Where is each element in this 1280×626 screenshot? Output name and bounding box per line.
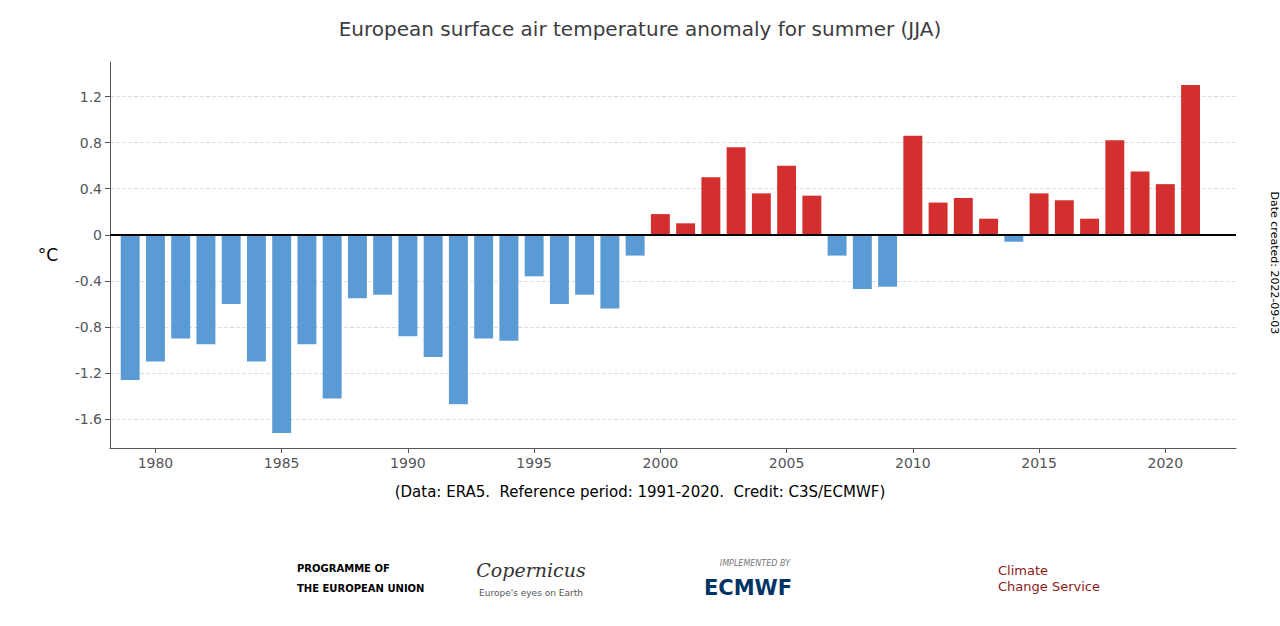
svg-text:2010: 2010 — [895, 455, 931, 471]
svg-text:1990: 1990 — [390, 455, 426, 471]
svg-text:THE EUROPEAN UNION: THE EUROPEAN UNION — [297, 583, 425, 594]
svg-text:Copernicus: Copernicus — [476, 559, 586, 581]
svg-text:2005: 2005 — [769, 455, 805, 471]
svg-text:Europe's eyes on Earth: Europe's eyes on Earth — [479, 588, 583, 598]
svg-text:2000: 2000 — [643, 455, 679, 471]
svg-text:°C: °C — [38, 245, 58, 265]
svg-text:-0.4: -0.4 — [75, 273, 102, 289]
svg-text:0.8: 0.8 — [80, 135, 102, 151]
svg-text:Climate: Climate — [998, 563, 1048, 578]
svg-text:-1.6: -1.6 — [75, 411, 102, 427]
svg-text:1995: 1995 — [516, 455, 552, 471]
svg-text:PROGRAMME OF: PROGRAMME OF — [297, 563, 390, 574]
svg-text:IMPLEMENTED BY: IMPLEMENTED BY — [720, 559, 792, 568]
svg-text:0: 0 — [93, 227, 102, 243]
svg-text:-0.8: -0.8 — [75, 319, 102, 335]
svg-text:0.4: 0.4 — [80, 181, 102, 197]
svg-text:Date created: 2022-09-03: Date created: 2022-09-03 — [1268, 192, 1280, 335]
svg-text:European surface air temperatu: European surface air temperature anomaly… — [339, 17, 942, 41]
svg-text:2020: 2020 — [1147, 455, 1183, 471]
svg-text:(Data: ERA5. Reference period: (Data: ERA5. Reference period: 1991-2020… — [395, 483, 886, 501]
svg-text:ECMWF: ECMWF — [704, 576, 792, 600]
svg-text:1.2: 1.2 — [80, 89, 102, 105]
svg-text:1980: 1980 — [138, 455, 174, 471]
svg-text:Change Service: Change Service — [998, 579, 1100, 594]
svg-text:2015: 2015 — [1021, 455, 1057, 471]
svg-text:-1.2: -1.2 — [75, 365, 102, 381]
svg-text:1985: 1985 — [264, 455, 300, 471]
